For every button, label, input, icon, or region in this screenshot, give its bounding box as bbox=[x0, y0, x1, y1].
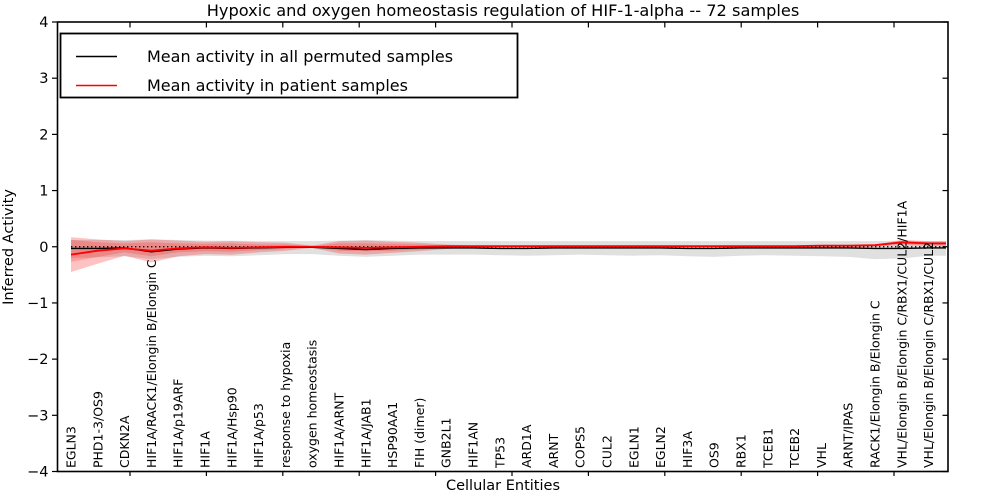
y-tick-label: −4 bbox=[27, 465, 48, 481]
legend-box bbox=[59, 32, 519, 99]
x-category-label: ARNT bbox=[546, 433, 561, 468]
x-category-label: HSP90AA1 bbox=[385, 402, 400, 468]
x-category-label: EGLN2 bbox=[653, 426, 668, 468]
x-category-label: VHL/Elongin B/Elongin C/RBX1/CUL2/HIF1A bbox=[894, 200, 909, 468]
x-category-label: HIF1A/p19ARF bbox=[171, 379, 186, 468]
axes-frame bbox=[52, 21, 949, 476]
y-tick-label: 1 bbox=[39, 184, 48, 200]
x-category-label: GNB2L1 bbox=[439, 418, 454, 468]
x-category-label: oxygen homeostasis bbox=[305, 340, 320, 468]
band-permuted-samples-range bbox=[71, 239, 946, 260]
x-category-label: HIF1A/p53 bbox=[251, 403, 266, 468]
x-category-label: RBX1 bbox=[734, 434, 749, 468]
x-category-label: HIF1A bbox=[198, 431, 213, 468]
x-category-label: response to hypoxia bbox=[278, 342, 293, 468]
tick-labels: 4 3 2 1 0 −1 −2 −3 −4 EGLN3 PHD1-3/OS9 CDKN2A HIF1A/… bbox=[27, 15, 936, 481]
x-category-label: HIF1AN bbox=[466, 422, 481, 468]
x-category-label: CDKN2A bbox=[117, 415, 132, 468]
x-category-label: VHL/Elongin B/Elongin C/RBX1/CUL2 bbox=[921, 242, 936, 468]
y-tick-label: 2 bbox=[39, 127, 48, 143]
band-patient-samples-inner-range bbox=[71, 240, 946, 262]
y-tick-label: 4 bbox=[39, 15, 48, 31]
y-axis-label: Inferred Activity bbox=[1, 189, 17, 305]
x-category-label: FIH (dimer) bbox=[412, 398, 427, 468]
legend-entry-permuted: Mean activity in all permuted samples bbox=[76, 47, 453, 66]
x-category-label: OS9 bbox=[707, 442, 722, 468]
confidence-bands bbox=[71, 237, 946, 272]
series-line-Mean-activity-in-patient-samples bbox=[70, 241, 946, 256]
y-tick-label: −3 bbox=[27, 408, 48, 424]
x-category-label: HIF1A/Hsp90 bbox=[224, 387, 239, 468]
x-category-label: EGLN3 bbox=[64, 426, 79, 468]
x-category-label: ARNT/IPAS bbox=[841, 403, 856, 468]
x-category-label: TP53 bbox=[492, 437, 507, 469]
x-category-label: EGLN1 bbox=[626, 426, 641, 468]
x-category-label: HIF1A/JAB1 bbox=[358, 398, 373, 468]
x-category-label: RACK1/Elongin B/Elongin C bbox=[868, 300, 883, 468]
chart-title: Hypoxic and oxygen homeostasis regulatio… bbox=[207, 1, 800, 20]
x-category-label: COPS5 bbox=[573, 426, 588, 468]
y-tick-label: −1 bbox=[27, 296, 48, 312]
x-category-label: PHD1-3/OS9 bbox=[90, 391, 105, 468]
legend-label-permuted: Mean activity in all permuted samples bbox=[147, 47, 453, 66]
x-category-label: HIF1A/RACK1/Elongin B/Elongin C bbox=[144, 259, 159, 468]
y-tick-label: 0 bbox=[39, 240, 48, 256]
mean-lines bbox=[70, 241, 946, 256]
x-category-label: HIF1A/ARNT bbox=[332, 392, 347, 468]
x-axis-label: Cellular Entities bbox=[446, 478, 560, 494]
legend: Mean activity in all permuted samples Me… bbox=[59, 32, 519, 99]
y-tick-label: 3 bbox=[39, 71, 48, 87]
legend-entry-patient: Mean activity in patient samples bbox=[76, 76, 408, 95]
x-category-label: CUL2 bbox=[600, 435, 615, 468]
x-category-label: TCEB1 bbox=[760, 428, 775, 469]
x-category-label: ARD1A bbox=[519, 424, 534, 468]
x-category-label: HIF3A bbox=[680, 431, 695, 468]
legend-label-patient: Mean activity in patient samples bbox=[147, 76, 408, 95]
x-category-label: VHL bbox=[814, 443, 829, 468]
x-category-label: TCEB2 bbox=[787, 428, 802, 469]
y-tick-label: −2 bbox=[27, 352, 48, 368]
